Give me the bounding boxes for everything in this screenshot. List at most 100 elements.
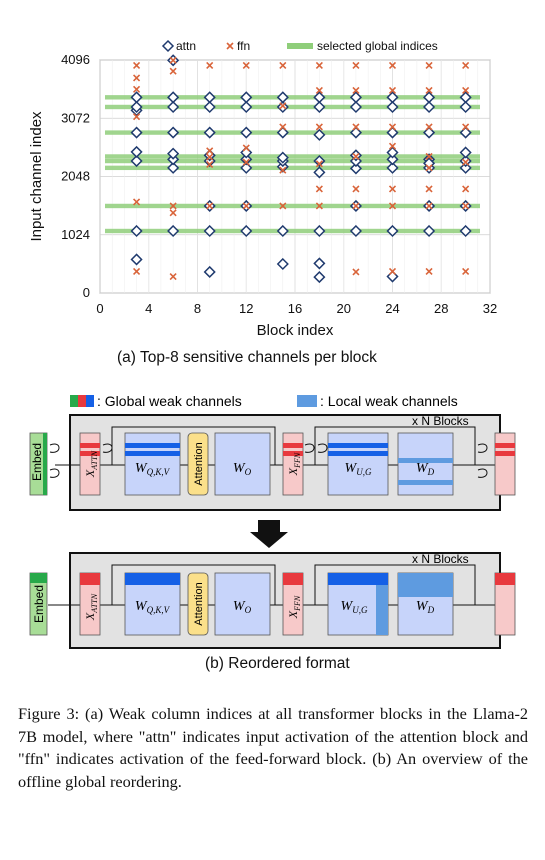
legend-band-label: selected global indices <box>317 39 438 53</box>
global-index-band <box>105 165 480 171</box>
x-attn-label: XATTN <box>83 450 99 478</box>
ffn-point <box>169 272 177 281</box>
ffn-point <box>132 113 141 121</box>
ffn-point <box>388 86 397 95</box>
ffn-point <box>315 86 323 95</box>
attn-point <box>203 224 216 238</box>
x-tick-label: 20 <box>337 301 351 316</box>
attn-point <box>459 224 472 238</box>
attn-point <box>313 91 326 104</box>
attn-point <box>313 224 326 238</box>
legend-ffn-label: ffn <box>237 39 250 53</box>
wqkv-label: WQ,K,V <box>135 461 171 477</box>
ffn-point <box>132 61 141 70</box>
y-tick-label: 4096 <box>61 52 90 67</box>
repeat-label-bottom: x N Blocks <box>412 552 469 566</box>
x-tick-label: 4 <box>145 301 152 316</box>
attn-point <box>349 162 362 175</box>
attn-point <box>313 128 326 141</box>
attn-point <box>349 224 362 238</box>
ffn-point <box>315 123 323 131</box>
original-format-diagram: Embed XATTN WQ,K,V Attention WO XFFN WU,… <box>29 414 516 511</box>
y-tick-label: 3072 <box>61 110 90 125</box>
wo-box <box>214 432 271 496</box>
attn-point <box>130 91 143 104</box>
ffn-point <box>132 85 141 93</box>
attn-point <box>386 224 399 238</box>
global-index-band <box>105 158 480 164</box>
attn-point <box>423 91 436 104</box>
attn-point <box>203 265 216 279</box>
ffn-point <box>279 102 287 110</box>
subfigure-a-caption: (a) Top-8 sensitive channels per block <box>117 349 377 366</box>
reordered-format-diagram: Embed XATTN WQ,K,V Attention WO XFFN WU,… <box>29 552 516 649</box>
ffn-point <box>425 152 433 161</box>
attn-point <box>423 224 436 238</box>
attn-point <box>459 146 472 159</box>
global-index-band <box>105 130 480 135</box>
attn-point <box>386 146 399 159</box>
attn-point <box>313 100 326 114</box>
chart: 0 4 8 12 16 20 24 28 32 0 1024 2048 3072 4096 Block in… <box>28 39 497 339</box>
x-attn-label-reordered: XATTN <box>83 593 99 621</box>
wd-label-reordered: WD <box>416 599 435 615</box>
legend-band-marker <box>287 43 313 49</box>
attn-point <box>459 154 472 168</box>
x-tick-label: 28 <box>434 301 448 316</box>
ffn-point <box>206 160 214 169</box>
ffn-point <box>279 166 287 174</box>
ffn-point <box>315 185 323 193</box>
ffn-point <box>425 185 433 193</box>
legend-attn-marker <box>161 39 175 53</box>
wug-box <box>327 432 389 496</box>
chart-legend: attn ffn selected global indices <box>161 39 438 53</box>
attn-point <box>240 91 253 104</box>
x-axis-label: Block index <box>257 322 334 339</box>
wo-box-reordered <box>214 572 271 636</box>
attn-point <box>130 100 143 114</box>
attention-box <box>187 432 209 496</box>
attn-point <box>386 100 399 114</box>
attn-point <box>386 153 399 166</box>
attn-point <box>130 253 143 266</box>
global-index-band <box>105 203 480 209</box>
wqkv-label-reordered: WQ,K,V <box>135 599 171 615</box>
attn-point <box>459 100 472 114</box>
ffn-point <box>425 61 433 70</box>
ffn-point <box>388 185 397 193</box>
ffn-point <box>169 67 177 75</box>
attn-point <box>276 91 289 104</box>
wqkv-box <box>124 432 181 496</box>
output-box-top <box>494 432 516 496</box>
attn-point <box>167 161 180 174</box>
attn-point <box>167 91 180 104</box>
legend-swatch-blue <box>86 395 94 407</box>
ffn-point <box>206 153 214 161</box>
attn-point <box>167 100 180 114</box>
ffn-point <box>242 61 250 70</box>
attn-point <box>349 149 362 162</box>
ffn-point <box>388 267 397 275</box>
legend-attn-label: attn <box>176 39 196 53</box>
attn-point <box>459 91 472 104</box>
figure-caption: Figure 3: (a) Weak column indices at all… <box>18 704 528 791</box>
ffn-point <box>242 158 250 166</box>
ffn-point <box>352 268 360 276</box>
ffn-point <box>206 61 214 70</box>
attn-point <box>240 126 253 139</box>
ffn-point <box>132 74 141 82</box>
wo-label-reordered: WO <box>233 599 252 615</box>
global-index-band <box>105 104 480 110</box>
x-tick-label: 16 <box>288 301 302 316</box>
ffn-point <box>388 202 397 210</box>
legend-local-label: : Local weak channels <box>320 393 458 409</box>
legend-swatch-red <box>78 395 86 407</box>
attn-point <box>167 147 180 160</box>
figure-canvas: 0 4 8 12 16 20 24 28 32 0 1024 2048 3072 4096 Block in… <box>28 39 516 649</box>
ffn-point <box>206 202 214 210</box>
attn-point <box>386 91 399 104</box>
y-tick-label: 1024 <box>61 227 90 242</box>
ffn-point <box>279 202 287 210</box>
attn-point <box>386 270 399 283</box>
ffn-point <box>315 61 323 70</box>
